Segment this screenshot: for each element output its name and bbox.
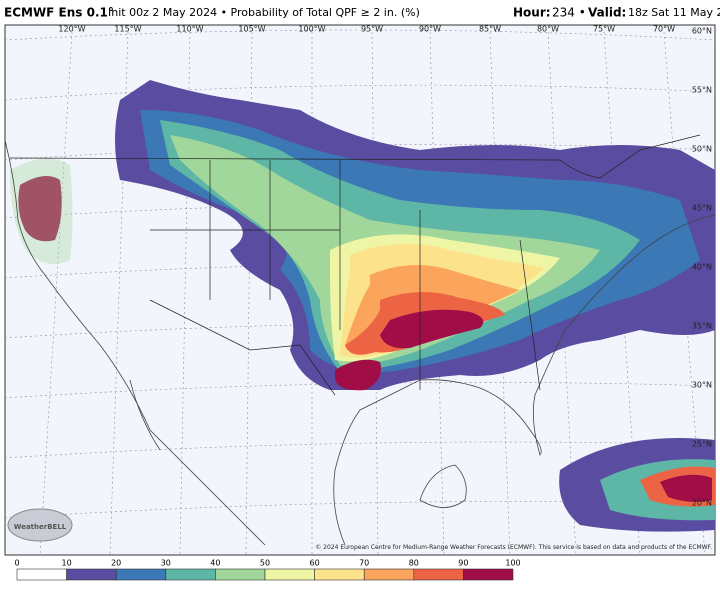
longitude-label: 75°W	[593, 25, 615, 34]
longitude-label: 120°W	[58, 25, 85, 34]
latitude-label: 25°N	[692, 440, 712, 449]
colorbar-segment	[413, 568, 464, 581]
colorbar-tick-label: 90	[458, 559, 468, 568]
latitude-label: 60°N	[692, 27, 712, 36]
coastlines	[4, 134, 716, 546]
subtitle: Init 00z 2 May 2024 • Probability of Tot…	[108, 6, 420, 19]
valid: 18z Sat 11 May 2024	[628, 6, 720, 19]
longitude-label: 70°W	[653, 25, 675, 34]
colorbar-segment	[463, 568, 514, 581]
longitude-label: 95°W	[361, 25, 383, 34]
colorbar-tick-label: 30	[161, 559, 171, 568]
latitude-label: 35°N	[692, 322, 712, 331]
longitude-label: 100°W	[298, 25, 325, 34]
credit: © 2024 European Centre for Medium-Range …	[315, 544, 712, 551]
colorbar: 0 10 20 30 40 50 60 70 80 90 100	[14, 559, 521, 581]
colorbar-tick-label: 50	[260, 559, 270, 568]
latitude-label: 55°N	[692, 86, 712, 95]
colorbar-tick-label: 70	[359, 559, 369, 568]
colorbar-tick-label: 60	[310, 559, 320, 568]
longitude-label: 115°W	[114, 25, 141, 34]
colorbar-segment	[363, 568, 415, 581]
latitude-label: 20°N	[692, 499, 712, 508]
longitude-label: 85°W	[479, 25, 501, 34]
colorbar-segment	[215, 568, 266, 581]
longitude-label: 105°W	[238, 25, 265, 34]
colorbar-tick-label: 0	[14, 559, 19, 568]
latitude-label: 40°N	[692, 263, 712, 272]
hour: 234 •	[552, 6, 586, 20]
longitude-labels: 120°W 115°W 110°W 105°W 100°W 95°W 90°W 85°W 80°…	[58, 25, 675, 34]
latitude-label: 30°N	[692, 381, 712, 390]
colorbar-tick-label: 80	[409, 559, 419, 568]
longitude-label: 90°W	[419, 25, 441, 34]
latitude-labels: 60°N 55°N 50°N 45°N 40°N 35°N 30°N 25°N 20°N	[692, 27, 712, 508]
colorbar-tick-label: 100	[505, 559, 520, 568]
logo-badge	[7, 508, 73, 542]
qpf-field	[10, 80, 715, 532]
colorbar-segment	[16, 568, 67, 581]
latitude-label: 45°N	[692, 204, 712, 213]
colorbar-segment	[264, 568, 315, 581]
longitude-label: 80°W	[537, 25, 559, 34]
colorbar-segment	[66, 568, 117, 581]
logo: WeatherBELL	[14, 523, 67, 531]
colorbar-segment	[165, 568, 216, 581]
colorbar-segment	[115, 568, 167, 581]
colorbar-tick-label: 10	[62, 559, 72, 568]
longitude-label: 110°W	[176, 25, 203, 34]
colorbar-tick-label: 40	[210, 559, 220, 568]
title: ECMWF Ens 0.1°	[4, 6, 114, 20]
colorbar-tick-label: 20	[111, 559, 121, 568]
colorbar-segment	[314, 568, 365, 581]
valid-label: Valid:	[588, 6, 626, 20]
latitude-label: 50°N	[692, 145, 712, 154]
hour-label: Hour:	[513, 6, 551, 20]
